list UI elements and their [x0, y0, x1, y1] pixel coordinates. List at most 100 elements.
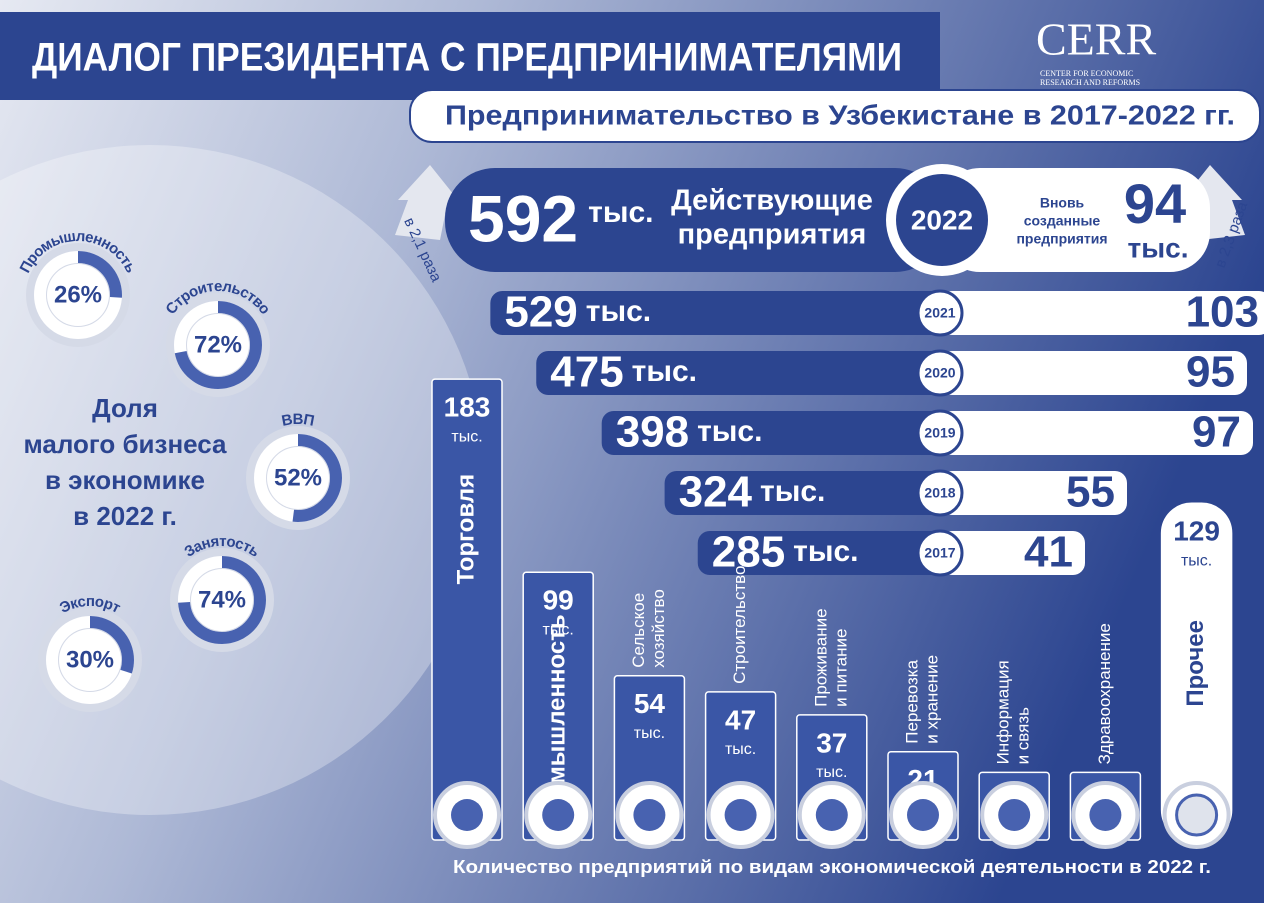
- unit: тыс.: [760, 475, 825, 508]
- title-banner: [0, 12, 940, 100]
- content: Доля малого бизнеса в экономике в 2022 г. 26…: [17, 164, 1264, 877]
- logo-line: CENTER FOR ECONOMIC: [1040, 69, 1133, 78]
- activity-value: 99: [543, 585, 574, 616]
- activity-name: и хранение: [922, 655, 941, 744]
- year: 2018: [924, 485, 955, 501]
- unit: тыс.: [588, 196, 653, 229]
- new-value: 94: [1124, 172, 1186, 235]
- new-value: 103: [1186, 288, 1259, 337]
- unit: тыс.: [793, 535, 858, 568]
- unit: тыс.: [1181, 553, 1212, 570]
- donut-name-path: ВВП: [280, 411, 315, 430]
- unit: тыс.: [451, 428, 482, 445]
- new-bar: [940, 291, 1264, 335]
- activity-name: Строительство: [730, 566, 749, 684]
- year-circle: [916, 409, 964, 457]
- activity-value: 129: [1173, 516, 1220, 547]
- logo-line: RESEARCH AND REFORMS: [1040, 78, 1140, 87]
- unit: тыс.: [1128, 232, 1189, 263]
- active-value: 592: [468, 181, 578, 255]
- activity-name: Информация: [994, 660, 1013, 764]
- new-band: [940, 168, 1210, 272]
- new-bar: [940, 531, 1085, 575]
- section-title: в экономике: [45, 465, 205, 495]
- activity-value: 37: [816, 727, 847, 758]
- icon: [998, 799, 1031, 831]
- year-circle: [916, 289, 964, 337]
- new-value: 97: [1192, 408, 1241, 457]
- donut-inner: [47, 264, 109, 326]
- donut-label: 72%: [194, 331, 242, 358]
- activity-name: Здравоохранение: [1095, 623, 1114, 764]
- unit: тыс.: [632, 355, 697, 388]
- section-title: Доля: [92, 393, 158, 423]
- unit: тыс.: [697, 415, 762, 448]
- activity-name: Прочее: [1182, 620, 1209, 707]
- new-value: 41: [1024, 528, 1073, 577]
- activity-value: 47: [725, 704, 756, 735]
- donut-label: 26%: [54, 281, 102, 308]
- unit: тыс.: [725, 741, 756, 758]
- icon: [907, 799, 939, 831]
- active-bar: [536, 351, 950, 395]
- title: ДИАЛОГ ПРЕЗИДЕНТА С ПРЕДПРИНИМАТЕЛЯМИ: [32, 36, 902, 80]
- caption: Количество предприятий по видам экономич…: [453, 857, 1211, 877]
- donut-inner: [267, 447, 329, 509]
- activity-bar: [431, 378, 503, 841]
- icon: [815, 799, 848, 831]
- new-bar: [940, 351, 1247, 395]
- active-value: 475: [550, 348, 623, 397]
- donut-label: 52%: [274, 464, 322, 491]
- year-circle: [916, 349, 964, 397]
- active-value: 529: [504, 288, 577, 337]
- section-title: малого бизнеса: [23, 429, 227, 459]
- new-value: 95: [1186, 348, 1235, 397]
- new-label: созданные: [1024, 213, 1101, 229]
- icon: [1175, 793, 1219, 837]
- active-value: 398: [616, 408, 689, 457]
- year: 2021: [924, 305, 955, 321]
- donut-arc: [178, 556, 266, 644]
- donut-arc: [174, 301, 262, 389]
- new-label: Вновь: [1040, 195, 1085, 211]
- donut-arc: [46, 616, 134, 704]
- active-bar: [664, 471, 950, 515]
- unit: тыс.: [543, 622, 574, 639]
- year-circle: [896, 174, 988, 266]
- section-title: в 2022 г.: [73, 501, 177, 531]
- active-value: 324: [679, 468, 753, 517]
- donut-arc: [34, 251, 122, 339]
- donut-name: Экспорт: [57, 593, 123, 617]
- donut-label: 30%: [66, 646, 114, 673]
- donut-label: 74%: [198, 586, 246, 613]
- year-circle: [916, 469, 964, 517]
- logo-name: CERR: [1036, 14, 1156, 65]
- active-band: [445, 168, 945, 272]
- activity-name: Торговля: [452, 474, 479, 585]
- year-circle: [916, 529, 964, 577]
- growth-arrow: [395, 165, 458, 240]
- year: 2019: [924, 425, 955, 441]
- icon: [633, 799, 666, 831]
- unit: тыс.: [634, 725, 665, 742]
- icon: [451, 799, 483, 831]
- new-bar: [940, 411, 1253, 455]
- icon: [1089, 799, 1122, 831]
- year: 2020: [924, 365, 955, 381]
- year: 2017: [924, 545, 955, 561]
- icon: [724, 799, 757, 831]
- donut-arc: [254, 434, 342, 522]
- icon: [542, 799, 575, 831]
- activity-name: Сельское: [629, 593, 648, 668]
- new-bar: [940, 471, 1127, 515]
- activity-name: и связь: [1014, 707, 1033, 765]
- active-bar: [601, 411, 950, 455]
- activity-name: и питание: [831, 629, 850, 707]
- active-bar: [697, 531, 950, 575]
- activity-name: Проживание: [811, 608, 830, 706]
- unit: тыс.: [586, 295, 651, 328]
- year: 2022: [911, 204, 973, 235]
- subtitle-box: [409, 89, 1261, 143]
- new-value: 55: [1066, 468, 1115, 517]
